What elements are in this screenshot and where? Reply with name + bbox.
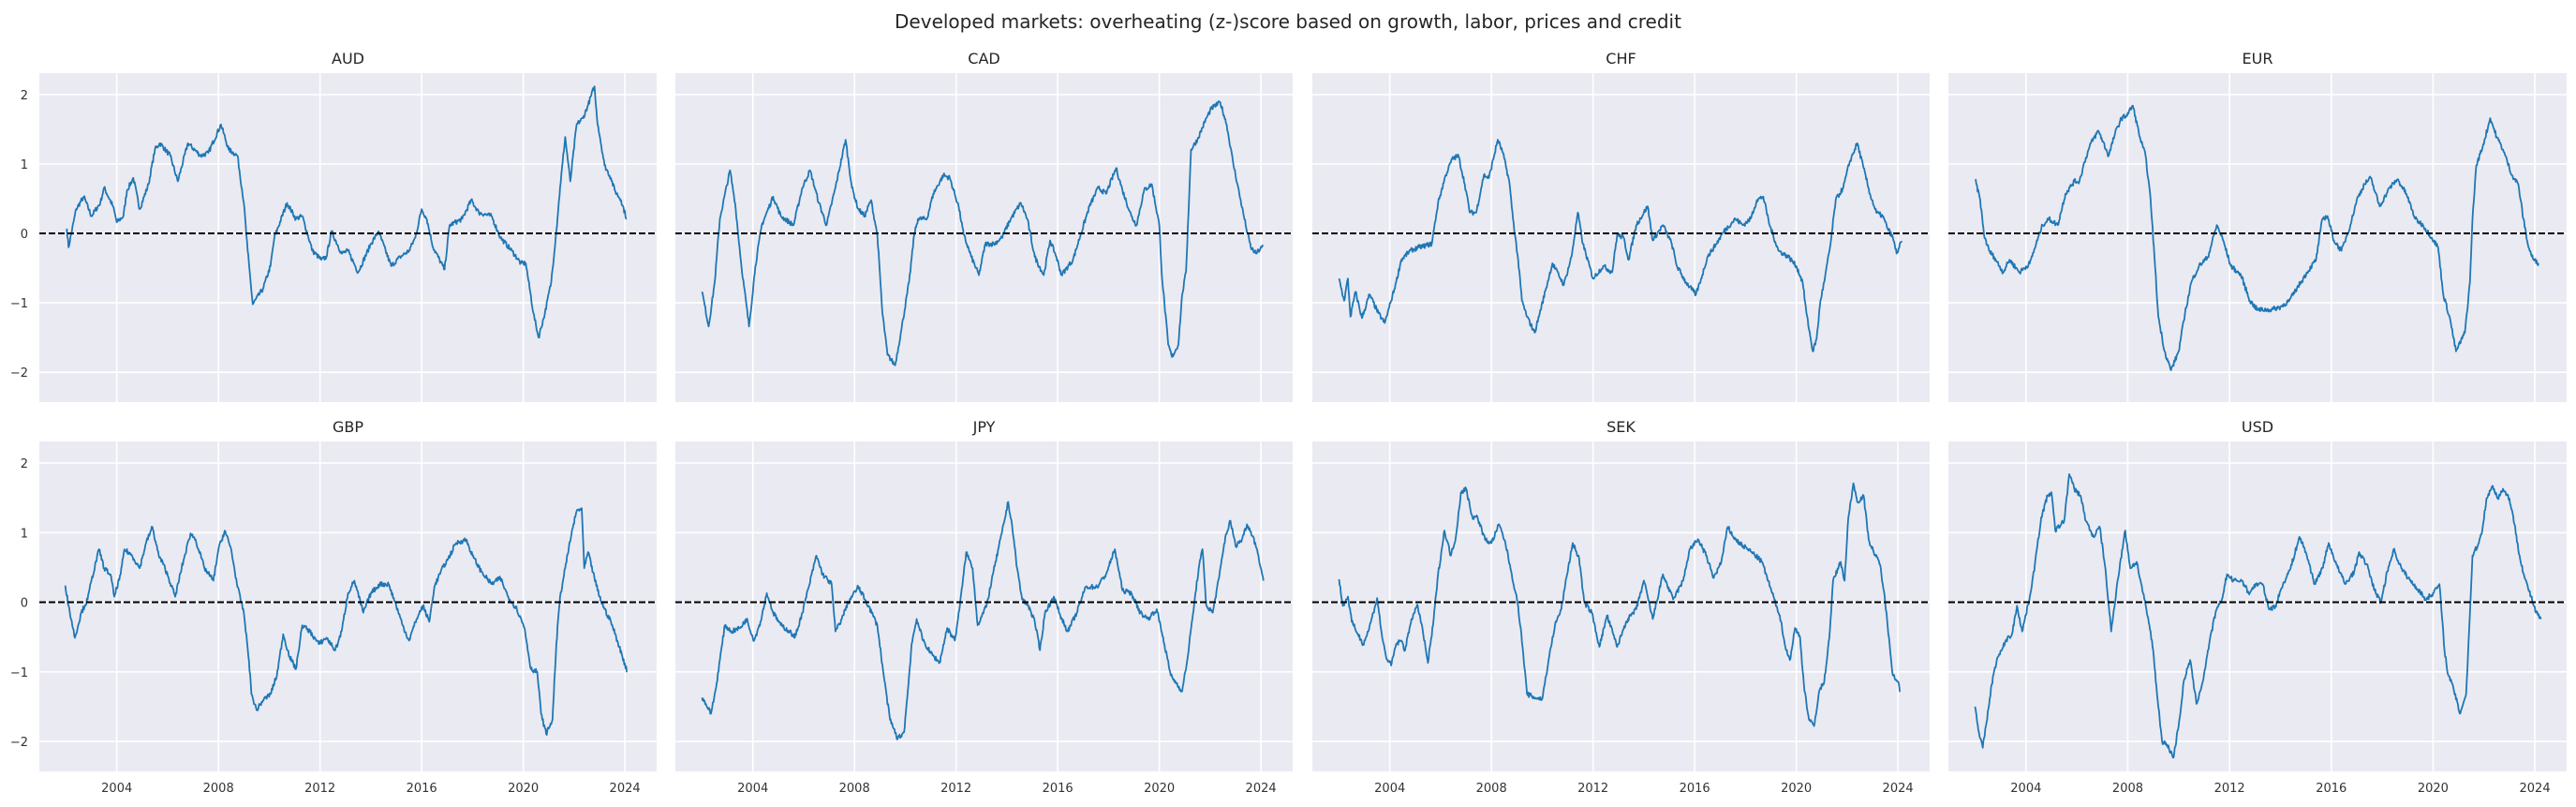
y-tick-label: 2 <box>21 89 28 103</box>
y-tick-label: 0 <box>21 228 28 242</box>
x-tick-label: 2016 <box>1043 782 1073 796</box>
small-multiples: AUD −2 −1 0 1 2 CAD CHF EUR GBP −2 −1 0 1 2 2004 2008 201… <box>10 50 2567 796</box>
y-tick-label: −1 <box>10 297 28 311</box>
x-tick-label: 2020 <box>1781 782 1812 796</box>
plot-area <box>1948 441 2567 771</box>
x-tick-label: 2012 <box>940 782 971 796</box>
plot-area <box>39 73 657 402</box>
x-tick-label: 2012 <box>304 782 335 796</box>
plot-area <box>675 441 1293 771</box>
series-line <box>1338 482 1901 727</box>
series-line <box>1338 139 1902 352</box>
x-tick-label: 2012 <box>2214 782 2245 796</box>
plot-area <box>675 73 1293 402</box>
x-tick-label: 2024 <box>610 782 641 796</box>
panel-gbp: GBP −2 −1 0 1 2 2004 2008 2012 2016 2020 2024 <box>10 418 657 796</box>
x-tick-label: 2004 <box>2010 782 2041 796</box>
x-tick-label: 2024 <box>1883 782 1914 796</box>
panel-sek: SEK 2004 2008 2012 2016 2020 2024 <box>1312 418 1930 796</box>
x-tick-label: 2012 <box>1577 782 1608 796</box>
plot-area <box>1312 441 1930 771</box>
panel-eur: EUR <box>1948 50 2567 402</box>
panel-title: USD <box>2242 418 2273 436</box>
y-tick-label: 0 <box>21 597 28 611</box>
plot-area <box>1948 73 2567 402</box>
panel-title: CHF <box>1606 50 1636 67</box>
panel-title: CAD <box>968 50 999 67</box>
x-tick-label: 2008 <box>2112 782 2143 796</box>
x-tick-label: 2008 <box>1476 782 1507 796</box>
panel-title: EUR <box>2243 50 2273 67</box>
panel-jpy: JPY 2004 2008 2012 2016 2020 2024 <box>675 418 1293 796</box>
x-tick-label: 2004 <box>737 782 768 796</box>
x-tick-label: 2016 <box>407 782 437 796</box>
series-line <box>701 501 1265 740</box>
x-tick-label: 2020 <box>2418 782 2449 796</box>
y-tick-label: 1 <box>21 158 28 172</box>
x-tick-label: 2024 <box>1246 782 1277 796</box>
panel-title: GBP <box>333 418 363 436</box>
panel-title: SEK <box>1606 418 1636 436</box>
y-tick-label: −2 <box>10 736 28 750</box>
series-line <box>1974 104 2539 371</box>
y-tick-label: 1 <box>21 527 28 541</box>
panel-title: AUD <box>332 50 364 67</box>
x-tick-label: 2016 <box>1680 782 1710 796</box>
x-tick-label: 2020 <box>508 782 539 796</box>
series-line <box>64 507 629 736</box>
y-tick-label: −2 <box>10 366 28 381</box>
x-tick-label: 2008 <box>839 782 870 796</box>
x-tick-label: 2024 <box>2520 782 2551 796</box>
series-line <box>1974 473 2542 759</box>
panel-cad: CAD <box>675 50 1293 402</box>
panel-aud: AUD −2 −1 0 1 2 <box>10 50 657 402</box>
y-tick-label: 2 <box>21 457 28 471</box>
y-tick-label: −1 <box>10 666 28 680</box>
x-tick-label: 2020 <box>1144 782 1175 796</box>
figure-title: Developed markets: overheating (z-)score… <box>895 10 1681 33</box>
plot-area <box>39 441 657 771</box>
panel-usd: USD 2004 2008 2012 2016 2020 2024 <box>1948 418 2567 796</box>
series-line <box>701 100 1264 366</box>
x-tick-label: 2004 <box>101 782 132 796</box>
series-line <box>66 85 628 338</box>
x-tick-label: 2016 <box>2316 782 2347 796</box>
panel-title: JPY <box>972 418 996 436</box>
x-tick-label: 2008 <box>203 782 234 796</box>
x-tick-label: 2004 <box>1374 782 1405 796</box>
panel-chf: CHF <box>1312 50 1930 402</box>
